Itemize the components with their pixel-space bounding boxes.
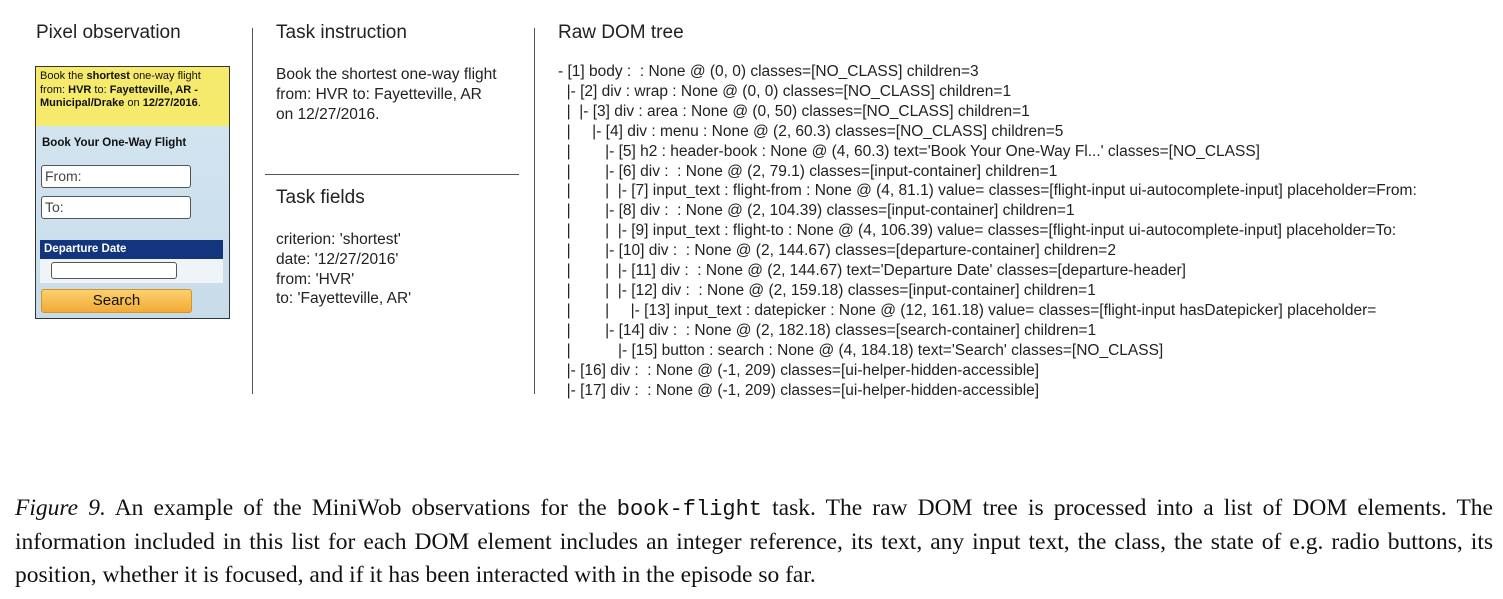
to-input[interactable]: To: [41,196,191,219]
departure-header: Departure Date [40,240,223,259]
dom-tree-listing: - [1] body : : None @ (0, 0) classes=[NO… [558,63,1417,399]
raw-dom-tree-heading: Raw DOM tree [558,22,684,43]
instr-part: to: [91,83,110,96]
divider-horizontal [265,174,519,175]
from-input[interactable]: From: [41,165,191,188]
instr-part: 12/27/2016 [142,97,198,109]
task-fields-text: criterion: 'shortest' date: '12/27/2016'… [276,231,412,308]
task-instruction-heading: Task instruction [276,22,407,43]
task-fields-heading: Task fields [276,187,365,208]
instr-part: one-way flight from: [40,70,201,96]
departure-container: Departure Date [40,240,223,283]
task-instruction-text: Book the shortest one-way flight from: H… [276,66,497,123]
miniwob-instruction: Book the shortest one-way flight from: H… [36,67,229,126]
divider-left [252,28,253,394]
caption-label: Figure 9. [15,495,106,521]
datepicker-input[interactable] [51,262,177,279]
divider-right [534,28,535,394]
form-title: Book Your One-Way Flight [42,137,187,149]
instr-part: Book the [40,70,87,82]
search-button[interactable]: Search [41,289,192,313]
caption-text: An example of the MiniWob observations f… [105,495,617,521]
instr-part: Fayetteville, AR - Municipal/Drake [40,83,198,110]
instr-part: . [197,97,201,109]
instr-part: HVR [68,83,92,96]
instr-part: on [124,97,143,109]
instr-part: shortest [86,70,130,82]
caption-task-name: book-flight [616,497,763,522]
figure-caption: Figure 9. An example of the MiniWob obse… [15,492,1493,592]
pixel-observation-heading: Pixel observation [36,22,181,43]
caption-text: task. The raw DOM tree is processed into… [15,495,1493,588]
miniwob-flight-form: Book Your One-Way Flight From: To: Depar… [36,126,229,318]
pixel-observation-screenshot: Book the shortest one-way flight from: H… [35,66,230,319]
